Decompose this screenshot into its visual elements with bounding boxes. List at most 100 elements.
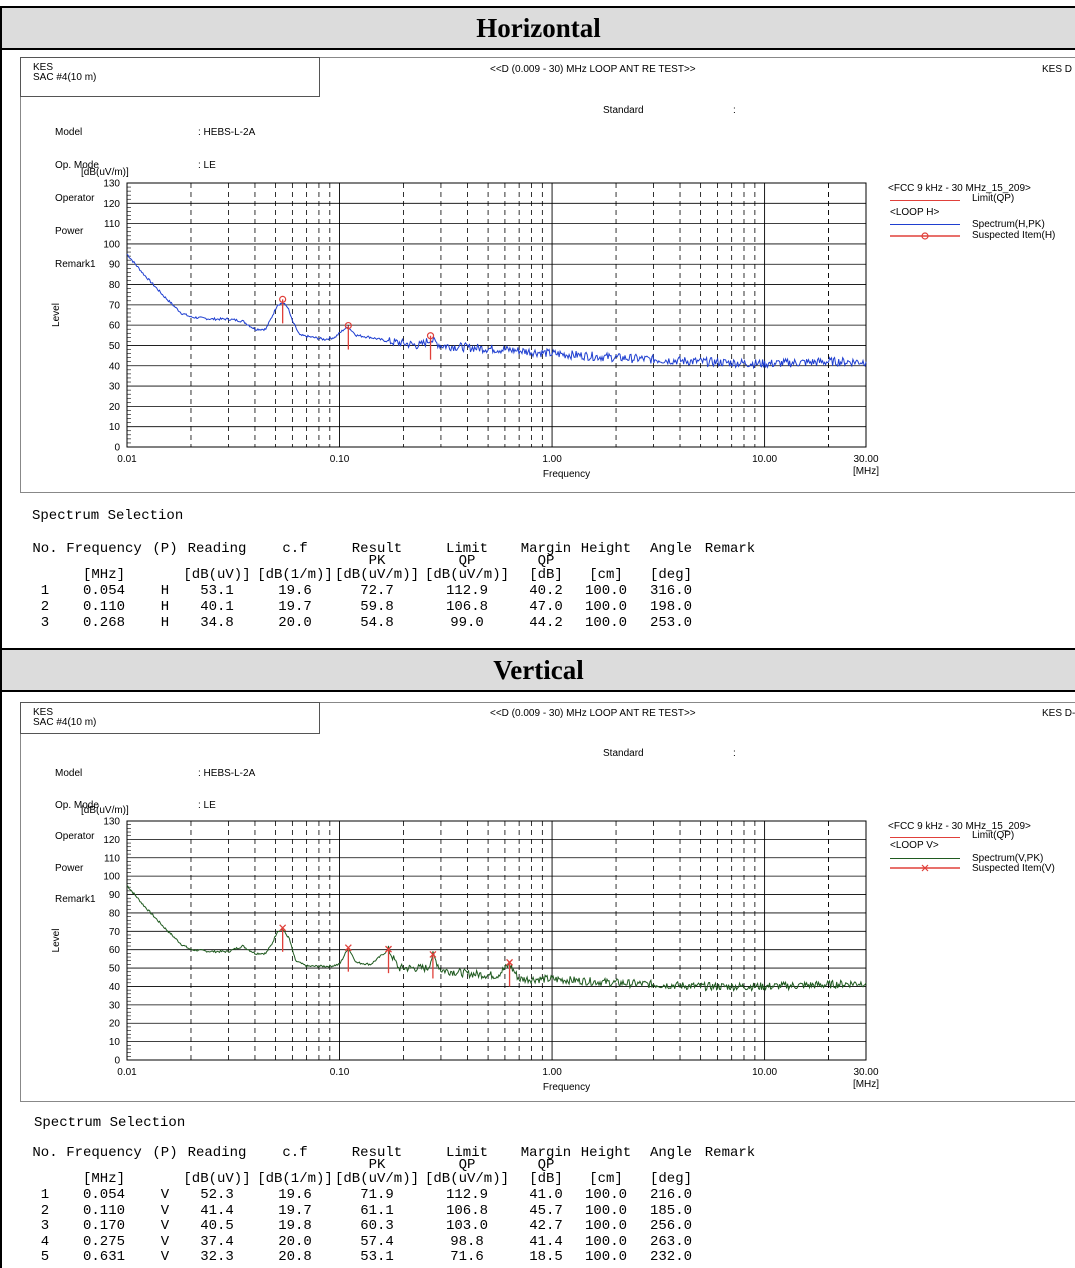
table-header-cell: Frequency [66,541,142,557]
report-tag: KES D- [1042,708,1075,719]
table-cell: 100.0 [584,615,627,631]
table-cell: 100.0 [584,599,627,615]
table-unit-cell: [dB(uV/m)] [424,567,509,583]
table-cell: 100.0 [584,1233,627,1250]
info-value-model: : HEBS-L-2A [198,127,256,138]
table-cell: 198.0 [649,599,692,615]
y-tick-label: 70 [109,927,121,938]
table-cell: 34.8 [200,615,234,631]
lab-box-vertical: KES SAC #4(10 m) [20,702,320,734]
y-tick-label: 90 [109,890,121,901]
info-value-opmode: : LE [198,799,216,811]
table-cell: 106.8 [445,1202,488,1219]
table-cell: 53.1 [360,1249,394,1265]
table-cell: 0.054 [82,1187,125,1203]
table-unit-cell: [MHz] [82,1171,125,1187]
table-unit-cell: [dB(uV/m)] [334,567,419,583]
y-tick-label: 50 [109,964,121,975]
table-unit-cell: [dB] [529,567,563,583]
table-cell: 52.3 [200,1187,234,1203]
info-labels: Model Op. Mode Operator Power Remark1 [55,748,99,916]
table-header-cell: Limit [445,1145,488,1161]
table-header-cell: Remark [704,541,756,557]
table-unit-cell: [deg] [649,1171,692,1187]
y-axis-label: Level [51,303,62,327]
y-tick-label: 90 [109,260,121,271]
legend-loop-group: <LOOP V> [890,840,939,851]
table-unit-cell: [cm] [589,1171,623,1187]
y-axis-unit: [dB(uV/m)] [81,167,129,178]
x-tick-label: 10.00 [752,454,777,465]
table-cell: 185.0 [649,1202,692,1219]
table-cell: V [160,1187,170,1203]
table-cell: H [160,583,170,599]
plot-frame [126,182,867,448]
info-label-model: Model [55,768,83,779]
table-cell: 47.0 [529,599,563,615]
legend-suspected-swatch [890,232,960,240]
legend-suspected-swatch [890,864,960,872]
table-header-cell: Result [351,1145,403,1161]
standard-label: Standard [603,748,644,759]
standard-value: : [733,105,736,116]
table-header-cell: No. [32,1145,58,1161]
suspected-marker [385,945,392,953]
table-header-cell: Angle [649,1145,692,1161]
chart-vertical: 0 10 20 30 40 50 60 70 80 90 100 110 120 130 0.01 0.10 1… [51,805,879,1093]
table-unit-cell: [dB(1/m)] [257,567,333,583]
legend-limit-group: <FCC 9 kHz - 30 MHz_15_209> [888,183,1031,194]
table-cell: 100.0 [584,1249,627,1265]
table-cell: 37.4 [200,1233,234,1250]
legend-spectrum-swatch [890,858,960,859]
table-cell: 4 [40,1233,50,1250]
table-cell: 32.3 [200,1249,234,1265]
y-tick-label: 40 [109,361,121,372]
y-tick-label: 80 [109,280,121,291]
table-cell: 0.268 [82,615,125,631]
table-cell: 3 [40,615,50,631]
table-cell: 112.9 [445,583,488,599]
lab-name: KES [33,62,54,73]
suspected-marker [506,958,514,966]
legend-suspected-item: Suspected Item(V) [972,863,1055,874]
y-tick-label: 30 [109,1000,121,1011]
x-tick-label: 10.00 [752,1067,777,1078]
table-cell: 1 [40,583,50,599]
y-tick-label: 40 [109,982,121,993]
table-cell: 253.0 [649,615,692,631]
table-unit-cell: [dB] [529,1171,563,1187]
table-cell: 112.9 [445,1187,488,1203]
info-label-opmode: Op. Mode [55,160,99,171]
lab-site: SAC #4(10 m) [33,717,97,728]
suspected-marker [344,321,352,330]
table-unit-cell: [dB(uV)] [183,1171,251,1187]
table-header-cell: (P) [152,541,178,557]
standard-label: Standard [603,105,644,116]
y-tick-label: 10 [109,1037,121,1048]
section-border-horizontal [0,50,1075,648]
table-unit-cell: [deg] [649,567,692,583]
table-cell: 3 [40,1218,50,1234]
table-subheader-cell: PK [368,1157,386,1173]
table-header-cell: Remark [704,1145,756,1161]
table-cell: 41.4 [529,1233,563,1250]
lab-name: KES [33,707,54,718]
table-cell: 1 [40,1187,50,1203]
table-header-cell: No. [32,541,58,557]
test-title: <<D (0.009 - 30) MHz LOOP ANT RE TEST>> [490,64,696,75]
table-cell: 40.2 [529,583,563,599]
info-label-power: Power [55,226,84,237]
table-subheader-cell: QP [458,1157,476,1173]
y-tick-label: 70 [109,300,121,311]
table-cell: 99.0 [450,615,484,631]
info-label-model: Model [55,127,83,138]
legend-spectrum-swatch [890,224,960,225]
table-header-cell: c.f [282,541,308,557]
x-tick-label: 30.00 [853,454,878,465]
y-tick-label: 20 [109,402,121,413]
table-cell: 45.7 [529,1202,563,1219]
x-axis-label: Frequency [543,469,590,480]
table-cell: 57.4 [360,1233,394,1250]
table-cell: 5 [40,1249,50,1265]
table-cell: 19.6 [278,1187,312,1203]
